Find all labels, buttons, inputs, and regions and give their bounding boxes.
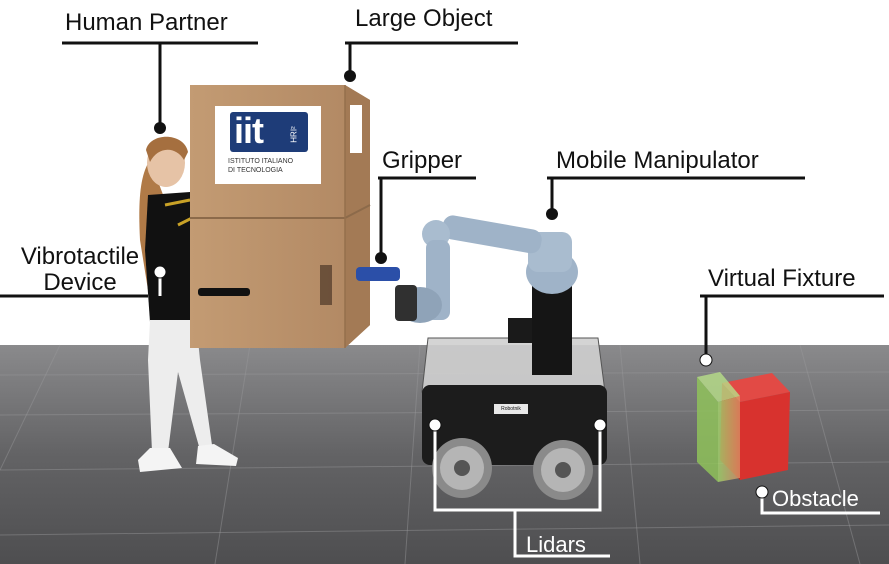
label-mobile-manipulator: Mobile Manipulator — [556, 147, 759, 174]
iit-logo-brand: iit — [234, 110, 264, 151]
label-gripper: Gripper — [382, 147, 463, 174]
iit-logo-line1: ISTITUTO ITALIANO — [228, 158, 294, 165]
robot-badge: Robotnik — [501, 406, 521, 412]
mobile-manipulator-robot — [356, 215, 607, 500]
callout-dots-light — [153, 265, 769, 499]
label-vibrotactile-line2: Device — [43, 269, 117, 296]
label-human-partner: Human Partner — [65, 9, 228, 36]
label-large-object: Large Object — [355, 5, 493, 32]
callout-dots-dark — [154, 70, 558, 264]
iit-logo: iit HRI² ISTITUTO ITALIANO DI TECNOLOGIA — [222, 108, 318, 182]
label-lidars: Lidars — [526, 532, 586, 557]
callout-lines-light — [158, 272, 880, 558]
human-partner-figure — [138, 136, 238, 472]
label-virtual-fixture: Virtual Fixture — [708, 265, 856, 292]
iit-logo-mark — [230, 112, 308, 152]
label-obstacle: Obstacle — [772, 486, 859, 511]
mecanum-wheel-left — [432, 438, 492, 498]
label-vibrotactile-line1: Vibrotactile — [20, 243, 140, 270]
iit-logo-sub: HRI² — [289, 126, 299, 143]
virtual-fixture-volume — [697, 372, 740, 482]
iit-logo-line2: DI TECNOLOGIA — [228, 167, 283, 174]
mecanum-wheel-right — [533, 440, 593, 500]
